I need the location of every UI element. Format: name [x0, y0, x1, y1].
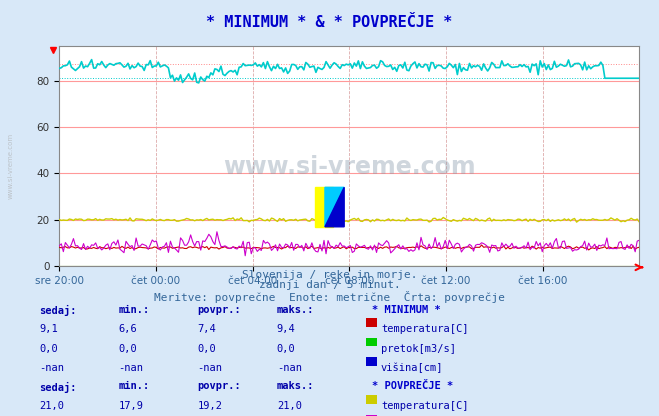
Text: min.:: min.: [119, 381, 150, 391]
Text: 19,2: 19,2 [198, 401, 223, 411]
Text: * POVPREČJE *: * POVPREČJE * [372, 381, 453, 391]
Text: min.:: min.: [119, 305, 150, 314]
Bar [316, 187, 333, 227]
Text: 21,0: 21,0 [40, 401, 65, 411]
Text: sedaj:: sedaj: [40, 381, 77, 393]
Text: Meritve: povprečne  Enote: metrične  Črta: povprečje: Meritve: povprečne Enote: metrične Črta:… [154, 291, 505, 303]
Text: povpr.:: povpr.: [198, 305, 241, 314]
Text: sedaj:: sedaj: [40, 305, 77, 316]
Polygon shape [325, 187, 344, 227]
Text: pretok[m3/s]: pretok[m3/s] [381, 344, 456, 354]
Text: maks.:: maks.: [277, 305, 314, 314]
Text: povpr.:: povpr.: [198, 381, 241, 391]
Text: -nan: -nan [40, 363, 65, 373]
Text: 0,0: 0,0 [119, 344, 137, 354]
Text: 7,4: 7,4 [198, 324, 216, 334]
Text: višina[cm]: višina[cm] [381, 363, 444, 374]
Text: www.si-vreme.com: www.si-vreme.com [223, 155, 476, 179]
Text: zadnji dan / 5 minut.: zadnji dan / 5 minut. [258, 280, 401, 290]
Text: 9,1: 9,1 [40, 324, 58, 334]
Text: 0,0: 0,0 [198, 344, 216, 354]
Text: temperatura[C]: temperatura[C] [381, 401, 469, 411]
Text: 21,0: 21,0 [277, 401, 302, 411]
Text: 17,9: 17,9 [119, 401, 144, 411]
Text: 0,0: 0,0 [277, 344, 295, 354]
Text: * MINIMUM *: * MINIMUM * [372, 305, 441, 314]
Text: -nan: -nan [119, 363, 144, 373]
Text: 9,4: 9,4 [277, 324, 295, 334]
Text: 6,6: 6,6 [119, 324, 137, 334]
Text: Slovenija / reke in morje.: Slovenija / reke in morje. [242, 270, 417, 280]
Text: * MINIMUM * & * POVPREČJE *: * MINIMUM * & * POVPREČJE * [206, 15, 453, 30]
Text: -nan: -nan [198, 363, 223, 373]
Text: maks.:: maks.: [277, 381, 314, 391]
Text: 0,0: 0,0 [40, 344, 58, 354]
Text: www.si-vreme.com: www.si-vreme.com [8, 134, 14, 199]
Text: -nan: -nan [277, 363, 302, 373]
Polygon shape [325, 187, 344, 227]
Text: temperatura[C]: temperatura[C] [381, 324, 469, 334]
